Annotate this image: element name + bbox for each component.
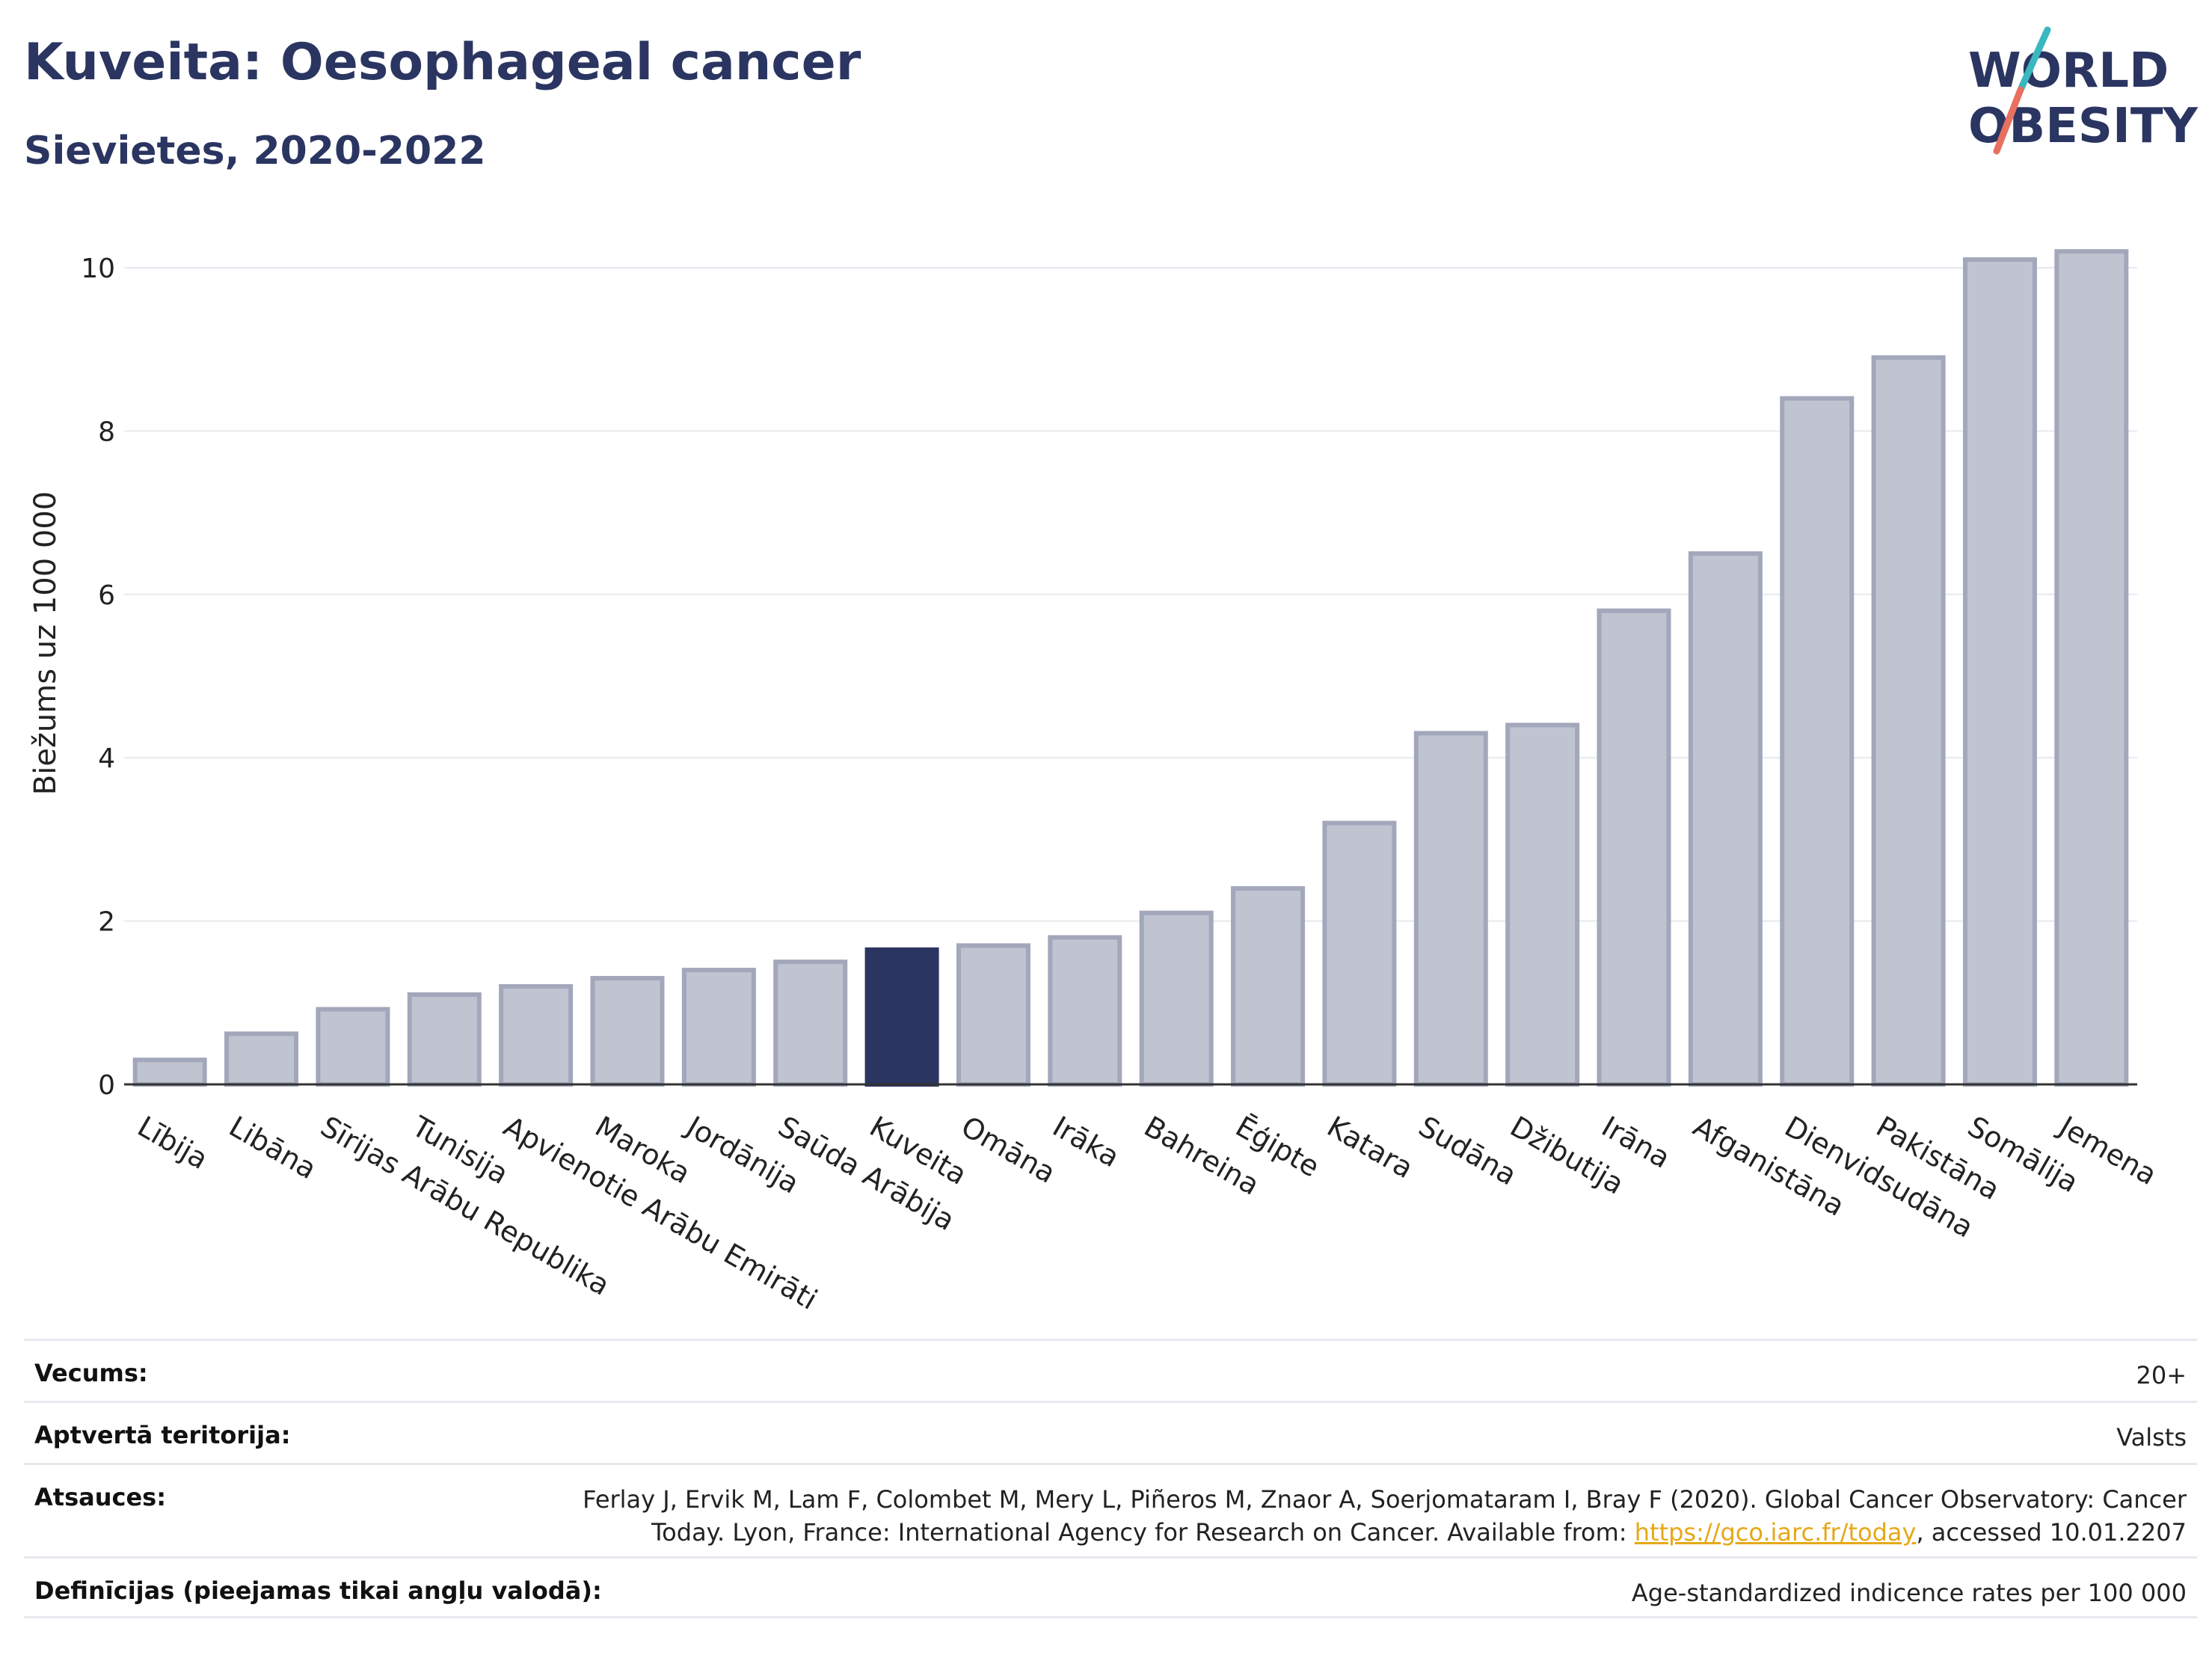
bar — [956, 943, 1030, 1087]
meta-label-territory: Aptvertā teritorija: — [34, 1421, 291, 1449]
bar — [1048, 935, 1122, 1087]
y-tick-label: 0 — [98, 1070, 115, 1101]
x-tick-label: Lībija — [132, 1110, 214, 1176]
meta-label-age: Vecums: — [34, 1359, 148, 1387]
y-axis-label: Biežums uz 100 000 — [28, 491, 63, 796]
bar — [1871, 355, 1946, 1087]
meta-row-territory: Aptvertā teritorija: Valsts — [24, 1401, 2197, 1463]
meta-row-age: Vecums: 20+ — [24, 1339, 2197, 1401]
bar — [2054, 249, 2129, 1087]
page-subtitle: Sievietes, 2020-2022 — [24, 129, 486, 174]
bar — [1597, 608, 1671, 1087]
y-tick-label: 2 — [98, 907, 115, 938]
bar — [1688, 551, 1763, 1087]
bar — [864, 947, 939, 1087]
bar — [499, 983, 574, 1087]
bar — [590, 976, 665, 1087]
x-tick-label: Libāna — [224, 1110, 322, 1185]
y-tick-label: 8 — [98, 417, 115, 447]
bar — [132, 1057, 207, 1087]
bar — [407, 992, 482, 1087]
logo-slash-top-icon — [2017, 26, 2051, 93]
bar — [1139, 910, 1214, 1087]
meta-value-territory: Valsts — [2116, 1423, 2187, 1452]
bar — [316, 1007, 390, 1087]
logo-slash-bottom-icon — [1993, 86, 2024, 155]
bar — [1322, 820, 1397, 1087]
bar — [224, 1031, 299, 1087]
meta-value-age: 20+ — [2136, 1361, 2187, 1390]
y-tick-label: 10 — [81, 254, 115, 284]
meta-value-definitions: Age-standardized indicence rates per 100… — [1631, 1579, 2187, 1607]
bar — [1780, 396, 1855, 1087]
bar — [1231, 885, 1306, 1087]
reference-text-pre: Today. Lyon, France: International Agenc… — [651, 1518, 1635, 1547]
world-obesity-logo: WORLD OBESITY — [1968, 26, 2198, 155]
reference-line-1: Ferlay J, Ervik M, Lam F, Colombet M, Me… — [583, 1485, 2187, 1514]
y-tick-label: 4 — [98, 743, 115, 774]
metadata-table: Vecums: 20+ Aptvertā teritorija: Valsts … — [24, 1339, 2197, 1618]
bars — [132, 249, 2129, 1087]
y-tick-label: 6 — [98, 580, 115, 611]
reference-link[interactable]: https://gco.iarc.fr/today — [1634, 1518, 1917, 1547]
bar — [1413, 731, 1488, 1087]
x-tick-label: Omāna — [956, 1110, 1061, 1190]
bar — [681, 968, 756, 1087]
y-tick-labels: 0 2 4 6 8 10 — [81, 254, 115, 1101]
x-tick-label: Sudāna — [1413, 1110, 1523, 1192]
page-title: Kuveita: Oesophageal cancer — [24, 33, 861, 92]
reference-line-2: Today. Lyon, France: International Agenc… — [583, 1516, 2187, 1549]
meta-label-references: Atsauces: — [34, 1483, 166, 1511]
meta-row-definitions: Definīcijas (pieejamas tikai angļu valod… — [24, 1556, 2197, 1618]
bar — [1505, 722, 1580, 1087]
logo-line1: WORLD — [1968, 43, 2169, 99]
meta-value-references: Ferlay J, Ervik M, Lam F, Colombet M, Me… — [583, 1465, 2187, 1549]
x-tick-label: Katara — [1321, 1110, 1419, 1185]
bar — [1962, 257, 2037, 1087]
reference-text-post: , accessed 10.01.2207 — [1916, 1518, 2187, 1547]
meta-label-definitions: Definīcijas (pieejamas tikai angļu valod… — [34, 1576, 602, 1605]
meta-row-references: Atsauces: Ferlay J, Ervik M, Lam F, Colo… — [24, 1463, 2197, 1556]
bar — [773, 959, 848, 1087]
